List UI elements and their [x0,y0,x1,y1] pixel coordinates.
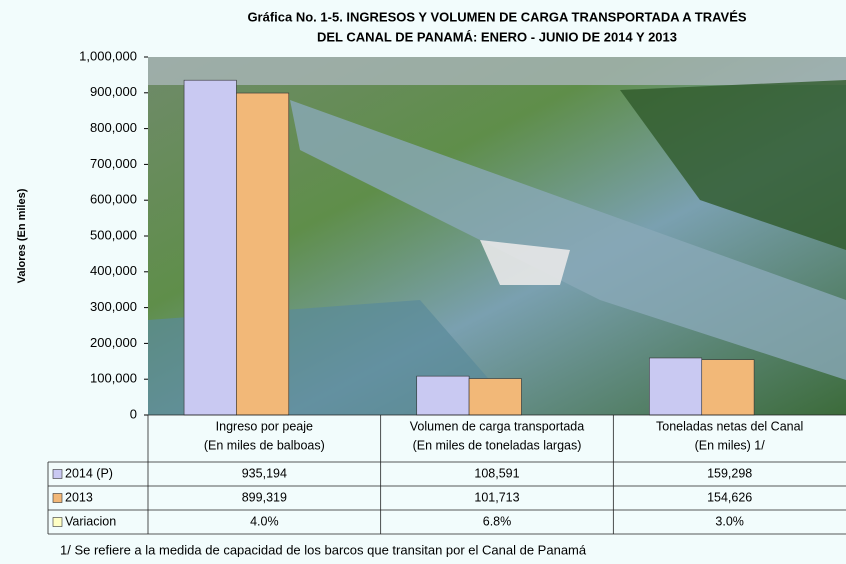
y-tick-label: 200,000 [90,335,137,350]
x-tick-label: (En miles) 1/ [695,438,766,452]
legend-swatch [52,493,63,503]
y-tick-label: 900,000 [90,84,137,99]
legend-label: 2013 [65,490,93,504]
bar [649,357,703,416]
table-value: 899,319 [242,490,287,504]
table-value: 935,194 [242,466,287,480]
table-value: 108,591 [474,466,519,480]
y-tick-label: 300,000 [90,299,137,314]
table-value: 101,713 [474,490,519,504]
x-tick-label: (En miles de toneladas largas) [413,438,582,452]
y-tick-label: 0 [130,406,137,421]
table-value: 159,298 [707,466,752,480]
y-axis-label: Valores (En miles) [16,188,28,283]
legend-swatch [52,517,63,527]
x-tick-label: Ingreso por peaje [216,419,313,433]
footnote: 1/ Se refiere a la medida de capacidad d… [60,542,587,557]
chart-title: Gráfica No. 1-5. INGRESOS Y VOLUMEN DE C… [247,9,746,24]
legend-label: 2014 (P) [65,466,113,480]
table-value: 6.8% [483,514,512,528]
x-tick-label: Volumen de carga transportada [410,419,584,433]
chart-title: DEL CANAL DE PANAMÁ: ENERO - JUNIO DE 20… [317,29,677,44]
bar [701,359,755,416]
y-tick-label: 500,000 [90,227,137,242]
y-tick-label: 100,000 [90,371,137,386]
legend-label: Variacion [65,514,116,528]
bar [183,79,237,416]
table-value: 3.0% [715,514,744,528]
y-tick-label: 700,000 [90,156,137,171]
x-tick-label: Toneladas netas del Canal [656,419,803,433]
y-tick-label: 1,000,000 [79,48,137,63]
y-tick-label: 600,000 [90,192,137,207]
bar [416,375,470,416]
x-tick-label: (En miles de balboas) [204,438,325,452]
table-value: 154,626 [707,490,752,504]
table-value: 4.0% [250,514,279,528]
bar [236,92,290,416]
legend-swatch [52,469,63,479]
bar [468,378,522,416]
y-tick-label: 800,000 [90,120,137,135]
y-tick-label: 400,000 [90,263,137,278]
